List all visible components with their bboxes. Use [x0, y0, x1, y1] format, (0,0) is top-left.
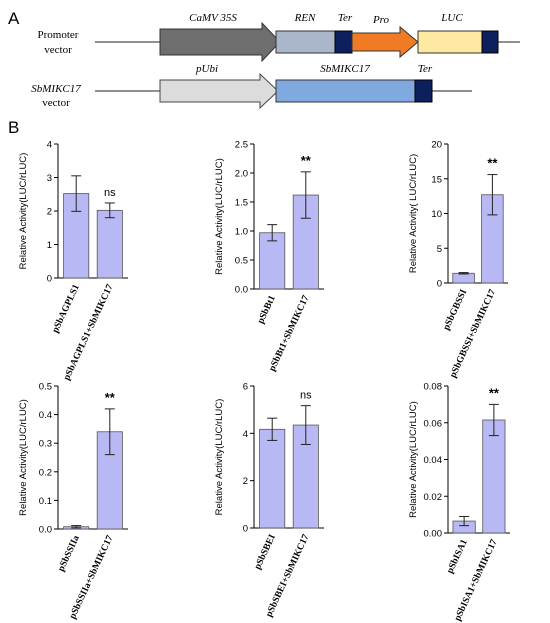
y-tick-label: 15 [431, 174, 442, 185]
y-tick-label: 10 [431, 209, 442, 220]
y-tick-label: 0.02 [424, 492, 443, 503]
y-tick-label: 0.08 [424, 382, 443, 393]
bar-charts: Relative Activity(LUC/rLUC) 0 1 2 3 4 pSbAGPLS… [18, 140, 510, 623]
y-axis-label: Relative Activity(LUC/rLUC) [18, 399, 29, 516]
ter-element-1 [334, 30, 353, 54]
ter-label-3: Ter [418, 63, 433, 75]
y-tick-label: 0.3 [39, 439, 52, 450]
ren-label: REN [294, 12, 316, 24]
chart-2: Relative Activity(LUC/rLUC) 0.0 0.5 1.0 1.5 2… [214, 140, 324, 373]
bar [482, 419, 506, 534]
significance-label: ** [301, 153, 312, 168]
sbmikc17-vector: SbMIKC17 vector pUbi SbMIKC17 Ter [31, 63, 472, 110]
ter-label-1: Ter [338, 12, 353, 24]
chart-4: Relative Activity(LUC/rLUC) 0.0 0.1 0.2 0.3 0… [18, 382, 128, 621]
promoter-vector-label-line2: vector [44, 44, 72, 56]
promoter-vector: Promoter vector CaMV 35S REN Ter Pro LUC [38, 12, 520, 63]
category-label: pSbBt1 [256, 294, 278, 326]
bar [96, 209, 123, 279]
y-tick-label: 0.0 [235, 285, 248, 296]
y-axis-label: Relative Activity(LUC/rLUC) [408, 401, 419, 518]
y-tick-label: 2 [243, 476, 248, 487]
panel-label-b: B [8, 118, 19, 137]
luc-element [417, 30, 483, 54]
ter-element-3 [414, 79, 433, 103]
ren-element [275, 30, 336, 54]
y-tick-label: 2 [47, 207, 52, 218]
pro-label: Pro [372, 14, 390, 26]
chart-5: Relative Activity(LUC/rLUC)0246pSbSBEIpS… [214, 382, 324, 619]
camv35s-label: CaMV 35S [189, 12, 237, 24]
y-tick-label: 0.00 [424, 529, 443, 540]
y-tick-label: 1 [47, 240, 52, 251]
category-label: pSbAGPLS1 [51, 283, 82, 335]
y-tick-label: 2.5 [235, 140, 248, 151]
significance-label: ns [300, 390, 312, 402]
category-label: pSbSSIIa [57, 534, 82, 573]
y-axis-label: Relative Activity( LUC/rLUC) [408, 154, 419, 273]
y-tick-label: 20 [431, 140, 442, 151]
y-axis-label: Relative Activity(LUC/rLUC) [18, 153, 29, 270]
y-tick-label: 0.04 [424, 455, 443, 466]
pubi-label: pUbi [195, 63, 218, 75]
y-tick-label: 0.2 [39, 467, 52, 478]
y-tick-label: 6 [243, 382, 248, 393]
y-tick-label: 5 [437, 244, 442, 255]
y-tick-label: 0.5 [39, 382, 52, 393]
sbmikc17-vector-label-line2: vector [42, 97, 70, 109]
y-axis-label: Relative Activity(LUC/rLUC) [214, 158, 225, 275]
chart-1: Relative Activity(LUC/rLUC) 0 1 2 3 4 pSbAGPLS… [18, 140, 128, 382]
panel-label-a: A [8, 9, 20, 28]
chart-3: Relative Activity( LUC/rLUC) 0 5 10 15 20 pSbG… [408, 140, 508, 379]
y-tick-label: 0.1 [39, 496, 52, 507]
y-tick-label: 0 [243, 524, 248, 535]
bar [259, 428, 286, 529]
y-tick-label: 4 [243, 429, 248, 440]
significance-label: ** [487, 156, 498, 171]
sbmikc17-element [275, 79, 416, 103]
camv35s-element [159, 21, 281, 63]
y-tick-label: 0.06 [424, 418, 443, 429]
category-label: pSbISA1 [445, 538, 470, 575]
pro-element [351, 25, 419, 59]
bar [452, 272, 475, 284]
significance-label: ns [104, 187, 116, 199]
significance-label: ** [489, 385, 500, 400]
category-label: pSbSBEI [253, 533, 278, 571]
bar [259, 232, 286, 290]
y-tick-label: 4 [47, 140, 52, 151]
y-tick-label: 0.5 [235, 256, 248, 267]
y-tick-label: 2.0 [235, 169, 248, 180]
y-tick-label: 0.0 [39, 525, 52, 536]
category-label: pSbGBSSI [442, 288, 470, 332]
luc-label: LUC [440, 12, 463, 24]
y-axis-label: Relative Activity(LUC/rLUC) [214, 399, 225, 516]
ter-element-2 [481, 30, 499, 54]
y-tick-label: 0 [47, 274, 52, 285]
y-tick-label: 0 [437, 279, 442, 290]
pubi-element [159, 72, 279, 110]
sbmikc17-label: SbMIKC17 [320, 63, 370, 75]
y-tick-label: 3 [47, 173, 52, 184]
promoter-vector-label-line1: Promoter [38, 29, 79, 41]
chart-6: Relative Activity(LUC/rLUC) 0.00 0.02 0.04 0… [408, 382, 510, 623]
sbmikc17-vector-label-line1: SbMIKC17 [31, 83, 81, 95]
significance-label: ** [105, 390, 116, 405]
y-tick-label: 0.4 [39, 410, 52, 421]
y-tick-label: 1.5 [235, 198, 248, 209]
y-tick-label: 1.0 [235, 227, 248, 238]
